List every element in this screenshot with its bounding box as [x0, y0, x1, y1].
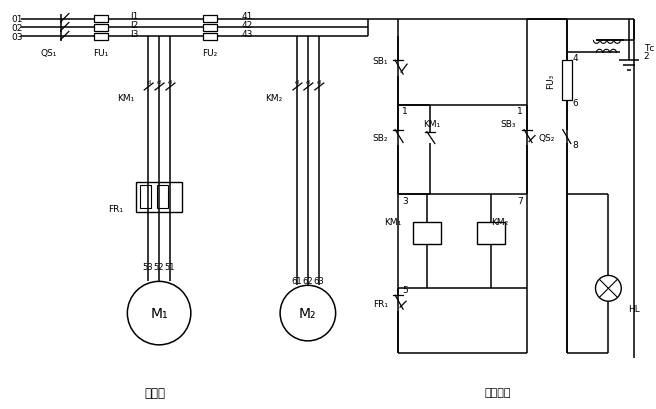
Text: 主电路: 主电路	[144, 386, 165, 399]
Text: 3: 3	[402, 196, 408, 205]
Text: d: d	[168, 79, 172, 84]
Bar	[94, 25, 108, 32]
Text: 控制电路: 控制电路	[484, 387, 510, 398]
Bar	[478, 222, 505, 244]
Bar	[136, 183, 182, 212]
Bar	[203, 16, 216, 23]
Text: 01: 01	[11, 15, 23, 24]
Bar	[157, 186, 168, 209]
Text: l2: l2	[131, 21, 138, 30]
Text: 53: 53	[143, 262, 154, 271]
Text: KM₂: KM₂	[491, 218, 508, 227]
Text: 52: 52	[154, 262, 165, 271]
Text: 43: 43	[241, 30, 253, 39]
Text: d: d	[157, 79, 161, 84]
Text: d: d	[317, 79, 321, 84]
Text: KM₁: KM₁	[384, 218, 401, 227]
Bar	[94, 34, 108, 41]
Text: 2: 2	[643, 52, 649, 61]
Text: 7: 7	[518, 196, 523, 205]
Text: FR₁: FR₁	[373, 299, 388, 308]
Text: FU₁: FU₁	[93, 49, 108, 58]
Text: FU₂: FU₂	[202, 49, 217, 58]
Text: 51: 51	[165, 262, 175, 271]
Text: 62: 62	[302, 276, 313, 285]
Text: 42: 42	[241, 21, 253, 30]
Text: l3: l3	[131, 30, 138, 39]
Text: 41: 41	[241, 12, 253, 21]
Text: d: d	[306, 79, 310, 84]
Text: 63: 63	[314, 276, 324, 285]
Circle shape	[127, 282, 191, 345]
Text: KM₂: KM₂	[266, 94, 283, 103]
Text: QS₂: QS₂	[539, 134, 555, 143]
Text: QS₁: QS₁	[41, 49, 57, 58]
Bar	[203, 34, 216, 41]
Text: SB₁: SB₁	[373, 56, 388, 65]
Text: SB₃: SB₃	[501, 120, 516, 129]
Text: 1: 1	[518, 107, 523, 116]
Text: 02: 02	[11, 24, 23, 33]
Circle shape	[280, 285, 336, 341]
Text: M₂: M₂	[299, 306, 317, 320]
Text: d: d	[146, 79, 150, 84]
Text: SB₂: SB₂	[373, 134, 388, 143]
Text: 8: 8	[573, 141, 579, 150]
Text: 03: 03	[11, 33, 23, 42]
Bar	[562, 61, 571, 101]
Text: d: d	[295, 79, 299, 84]
Text: M₁: M₁	[150, 306, 168, 320]
Text: 1: 1	[402, 107, 408, 116]
Circle shape	[596, 276, 621, 301]
Bar	[140, 186, 151, 209]
Bar	[203, 25, 216, 32]
Text: Tс: Tс	[644, 44, 655, 53]
Text: 5: 5	[402, 285, 408, 294]
Text: 61: 61	[292, 276, 302, 285]
Bar	[413, 222, 441, 244]
Text: HL: HL	[628, 304, 640, 313]
Text: FU₃: FU₃	[546, 73, 555, 88]
Text: KM₁: KM₁	[117, 94, 134, 103]
Text: 6: 6	[573, 99, 579, 108]
Bar	[94, 16, 108, 23]
Text: 4: 4	[573, 54, 579, 63]
Text: FR₁: FR₁	[108, 205, 123, 214]
Text: l1: l1	[131, 12, 138, 21]
Text: KM₁: KM₁	[423, 120, 440, 129]
